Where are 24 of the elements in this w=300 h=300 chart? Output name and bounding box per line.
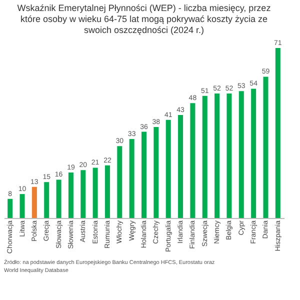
bar [32,186,37,218]
bar [20,194,25,218]
bar [226,93,232,218]
bar [142,132,146,218]
bar [251,88,256,218]
bar [154,127,159,218]
bar [68,172,74,218]
chart-title: Wskaźnik Emerytalnej Płynności (WEP) - liczba miesięcy, przez które osoby w wieku 64-75 lat mogą pokrywać koszty życia ze swoich oszczędności (2024 r.) [17,3,272,35]
bar [92,168,98,218]
bar [104,165,110,218]
bar [80,170,86,218]
bar [190,103,196,218]
bar [275,48,280,218]
bar [56,180,62,218]
bar [202,96,208,218]
bar [214,93,220,218]
bar [44,182,50,218]
bar [8,198,13,218]
bar [129,138,134,218]
bar [166,120,171,218]
bar [117,146,122,218]
bar [178,115,184,218]
bar [263,76,268,218]
bar [238,91,244,218]
